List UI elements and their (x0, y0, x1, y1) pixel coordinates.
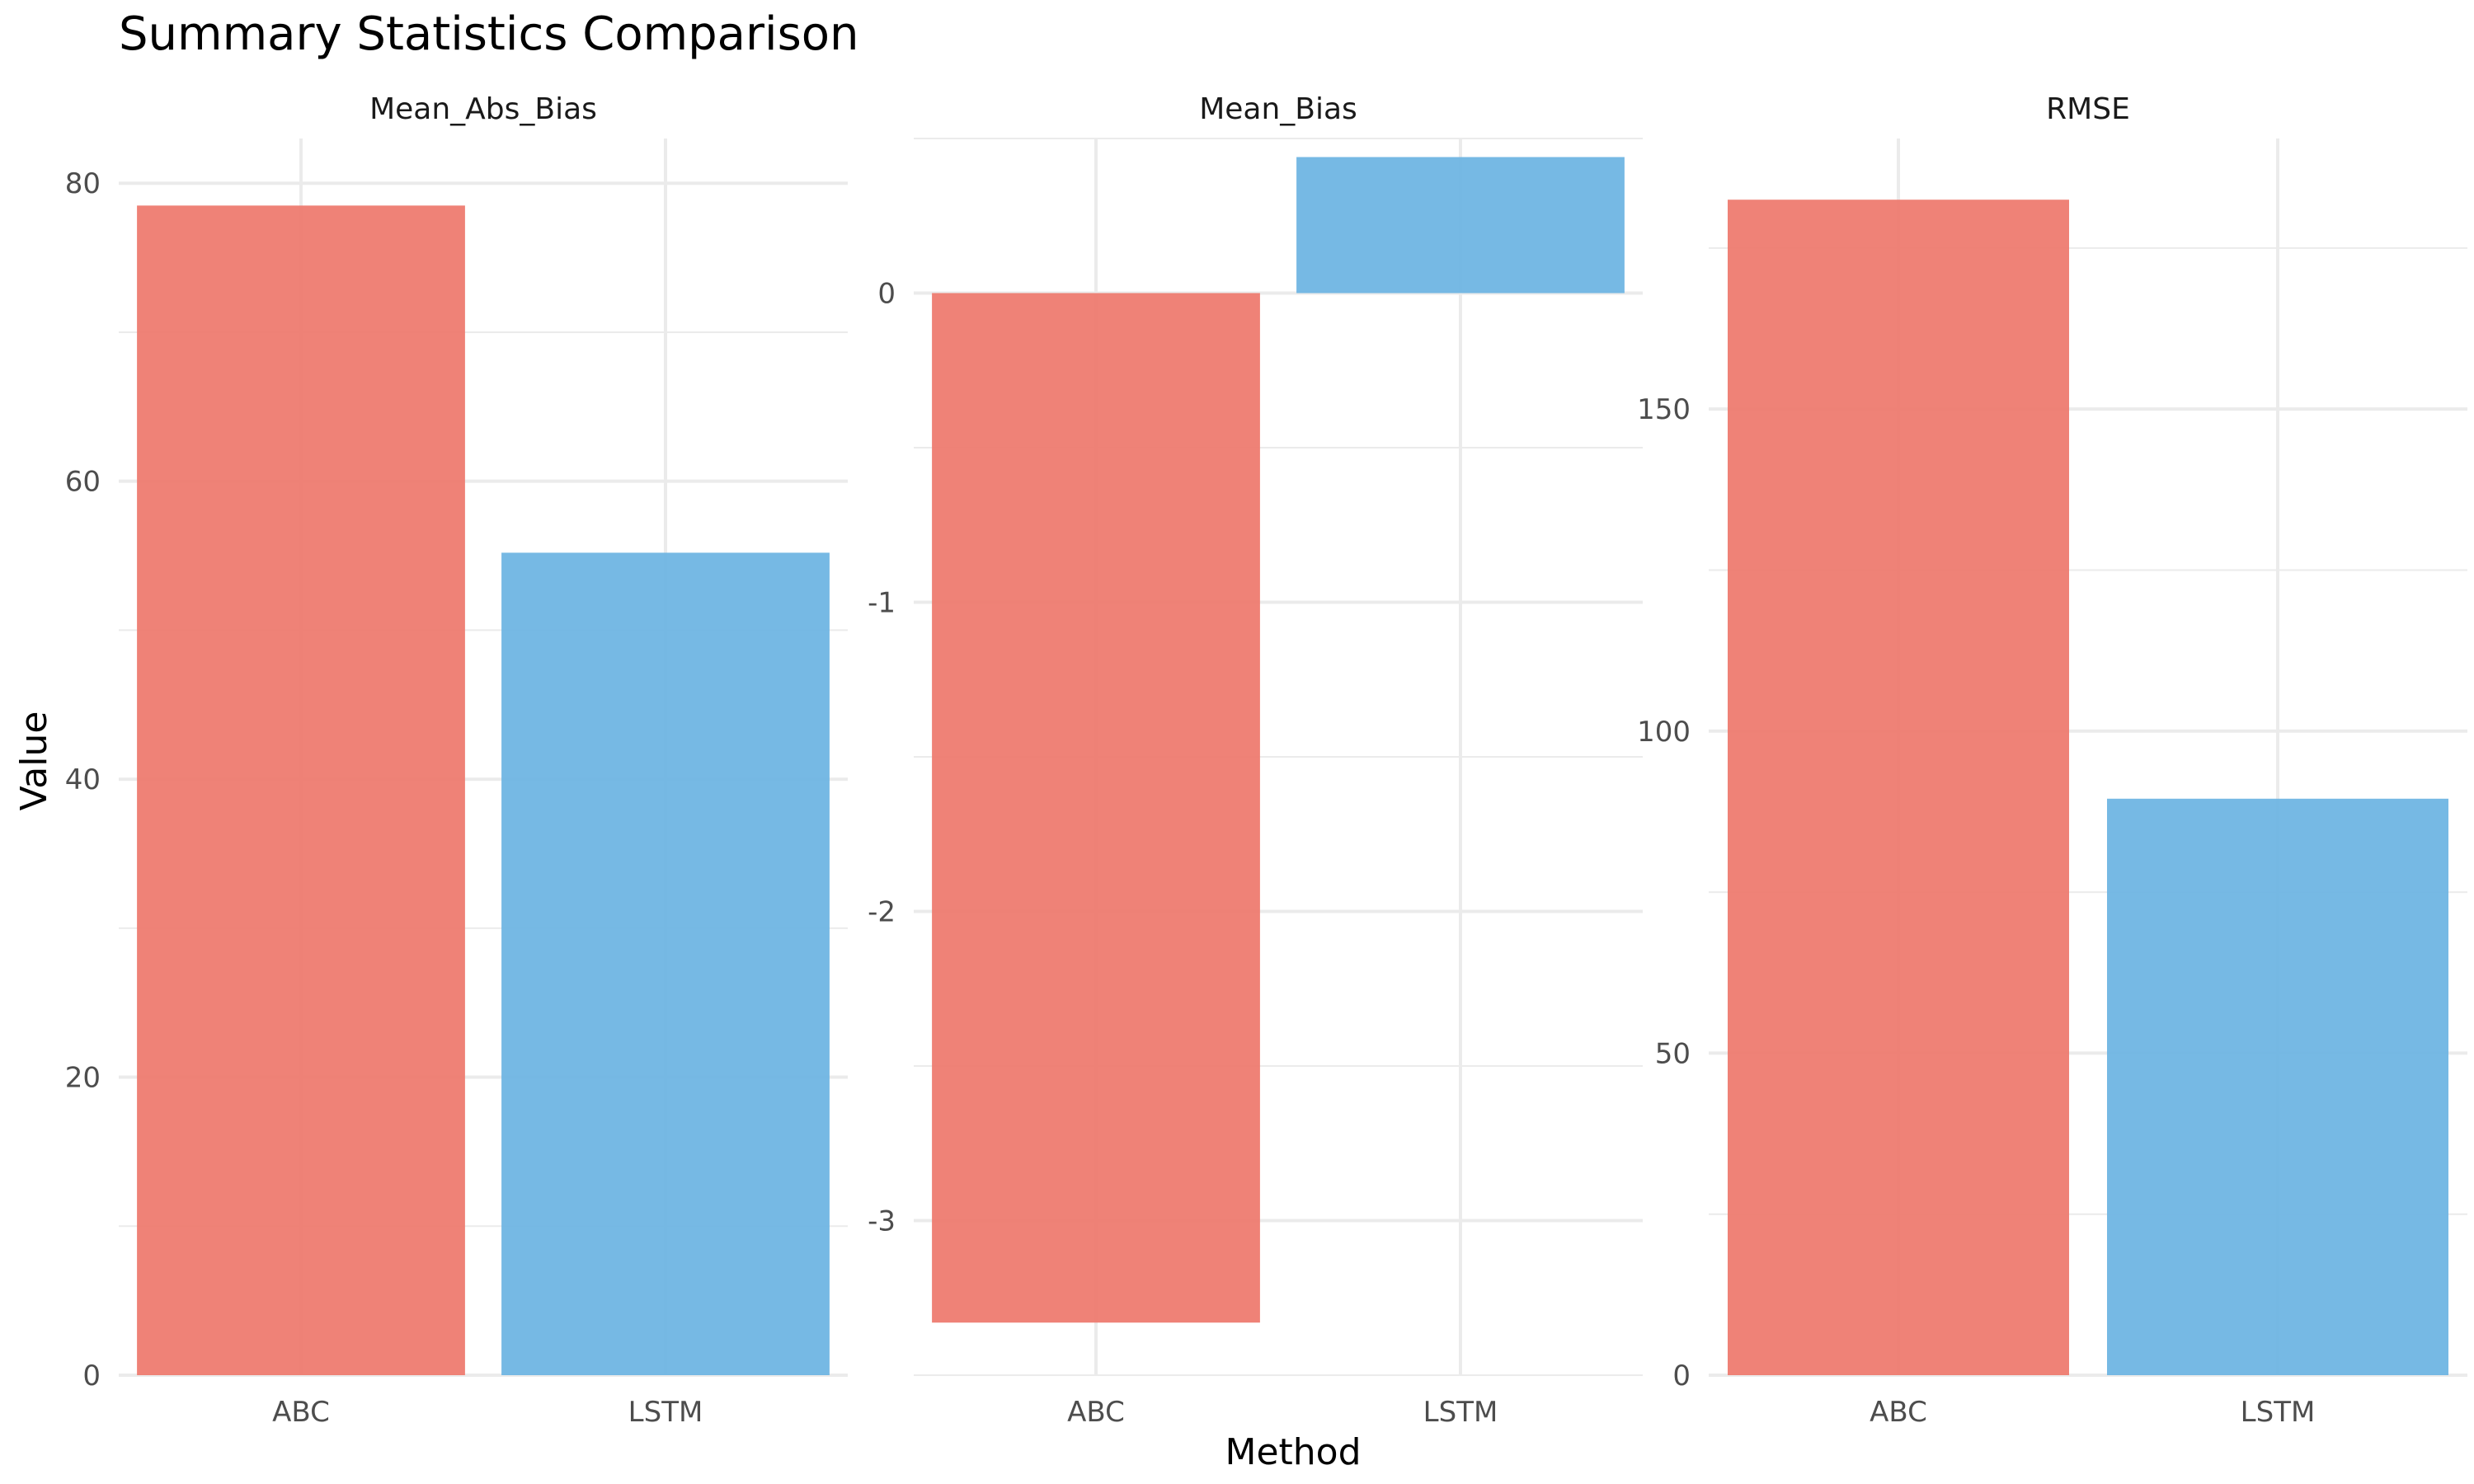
x-tick-label: ABC (1870, 1396, 1927, 1429)
y-tick-label: 20 (65, 1062, 101, 1095)
x-tick-label: LSTM (628, 1396, 703, 1429)
y-axis-title: Value (13, 711, 55, 811)
y-tick-label: 0 (877, 278, 896, 311)
y-tick-label: 0 (82, 1360, 101, 1392)
y-tick-label: 50 (1655, 1037, 1691, 1070)
chart-title: Summary Statistics Comparison (119, 7, 859, 61)
y-tick-label: 80 (65, 167, 101, 200)
x-tick-label: ABC (272, 1396, 330, 1429)
facet-panel: 0 50 100 150 ABC LSTM RMSE (1637, 92, 2467, 1429)
facet-panel: -3 -2 -1 0 ABC LSTM Mean_Bias (868, 92, 1643, 1429)
x-tick-label: ABC (1067, 1396, 1125, 1429)
bar-abc (932, 293, 1260, 1323)
x-tick-label: LSTM (1423, 1396, 1498, 1429)
y-tick-label: 0 (1672, 1360, 1691, 1392)
facet-strip-label: Mean_Bias (1199, 92, 1357, 126)
y-tick-label: -3 (868, 1205, 896, 1238)
y-tick-label: 100 (1637, 716, 1691, 749)
bar-lstm (2107, 798, 2448, 1375)
bar-abc (1728, 200, 2069, 1375)
bar-lstm (1296, 157, 1625, 294)
facet-panel: 0 20 40 60 80 ABC LSTM Mean_Abs_Bias (65, 92, 848, 1429)
facet-strip-label: Mean_Abs_Bias (369, 92, 597, 126)
y-tick-label: 60 (65, 466, 101, 499)
y-tick-label: 40 (65, 763, 101, 796)
y-tick-label: -1 (868, 587, 896, 620)
bar-lstm (501, 552, 830, 1375)
facet-strip-label: RMSE (2046, 92, 2130, 126)
bar-abc (137, 205, 465, 1375)
x-axis-title: Method (1225, 1431, 1361, 1473)
y-tick-label: 150 (1637, 393, 1691, 426)
facet-panels: 0 20 40 60 80 ABC LSTM Mean_Abs_Bias -3 -2 -1 0 ABC L… (65, 92, 2467, 1429)
y-tick-label: -2 (868, 896, 896, 929)
x-tick-label: LSTM (2241, 1396, 2316, 1429)
